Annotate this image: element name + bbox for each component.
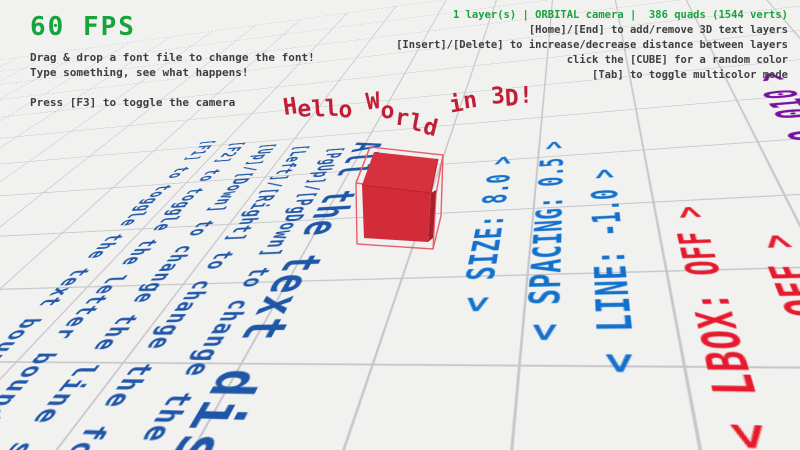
hint-multicolor-mode: [Tab] to toggle multicolor mode xyxy=(592,69,788,81)
hud-top-left: 60 FPS Drag & drop a font file to change… xyxy=(30,12,315,110)
readout-spacing: < SPACING: 0.5 > xyxy=(516,139,572,342)
status-bar: 1 layer(s) | ORBITAL camera | 386 quads … xyxy=(452,9,788,21)
headline-letter: o xyxy=(338,97,354,124)
hint-drag-drop: Drag & drop a font file to change the fo… xyxy=(30,51,315,64)
readout-size: < SIZE: 8.0 > xyxy=(450,154,522,313)
cube[interactable] xyxy=(355,146,444,250)
readout-line: < LINE: -1.0 > xyxy=(583,167,651,374)
cube-front-face xyxy=(362,185,431,242)
headline-letter: o xyxy=(380,97,395,125)
headline-letter: l xyxy=(324,95,340,123)
headline-letter: D xyxy=(504,85,520,112)
cube-edge-lines xyxy=(361,158,439,194)
cube-top-face xyxy=(362,152,438,193)
fps-counter: 60 FPS xyxy=(30,12,136,42)
hint-layer-distance: [Insert]/[Delete] to increase/decrease d… xyxy=(396,39,788,51)
headline-letter: ! xyxy=(518,82,533,109)
headline-letter: W xyxy=(364,88,382,116)
hud-top-right: 1 layer(s) | ORBITAL camera | 386 quads … xyxy=(396,8,788,83)
hint-add-remove-layers: [Home]/[End] to add/remove 3D text layer… xyxy=(528,24,788,36)
hint-type-something: Type something, see what happens! xyxy=(30,66,249,79)
hint-cube-color: click the [CUBE] for a random color xyxy=(566,54,788,66)
cube-side-face xyxy=(428,190,436,242)
hint-toggle-camera: Press [F3] to toggle the camera xyxy=(30,96,236,109)
